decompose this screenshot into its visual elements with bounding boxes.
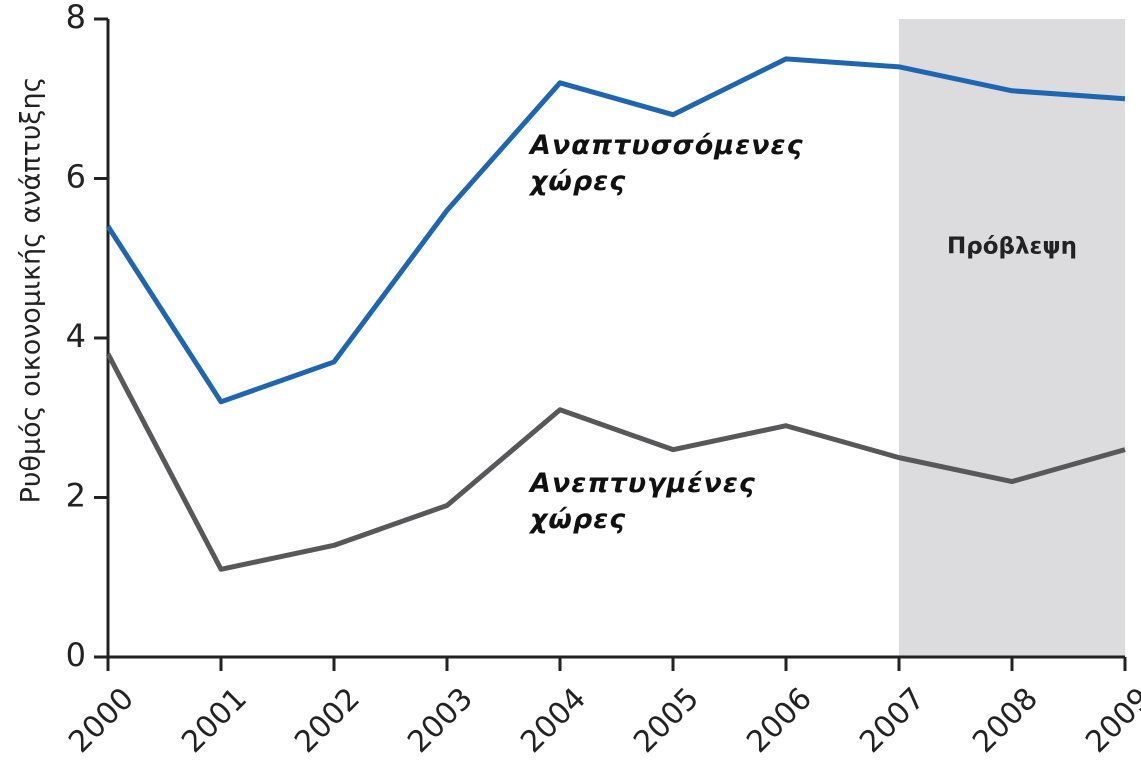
forecast-band — [899, 19, 1125, 657]
x-tick-label: 2005 — [627, 681, 706, 760]
y-axis-label: Ρυθμός οικονομικής ανάπτυξης — [16, 77, 47, 504]
series-label: Αναπτυσσόμενες χώρες — [530, 130, 804, 197]
x-tick-label: 2003 — [401, 681, 480, 760]
y-tick-label: 0 — [66, 636, 86, 674]
x-tick-label: 2008 — [966, 681, 1045, 760]
x-tick-label: 2001 — [175, 681, 254, 760]
x-tick-label: 2007 — [853, 681, 932, 760]
x-tick-label: 2009 — [1079, 681, 1141, 760]
y-tick-label: 4 — [66, 317, 86, 355]
y-tick-label: 6 — [66, 158, 86, 196]
series-line — [105, 352, 1126, 572]
y-tick-label: 2 — [66, 477, 86, 515]
forecast-label: Πρόβλεψη — [947, 234, 1077, 260]
x-tick-label: 2000 — [62, 681, 141, 760]
x-tick-label: 2006 — [740, 681, 819, 760]
x-tick-label: 2004 — [514, 681, 593, 760]
series-label: Ανεπτυγμένες χώρες — [530, 468, 756, 535]
series-line — [105, 56, 1126, 405]
y-tick-label: 8 — [66, 0, 86, 36]
x-tick-label: 2002 — [288, 681, 367, 760]
